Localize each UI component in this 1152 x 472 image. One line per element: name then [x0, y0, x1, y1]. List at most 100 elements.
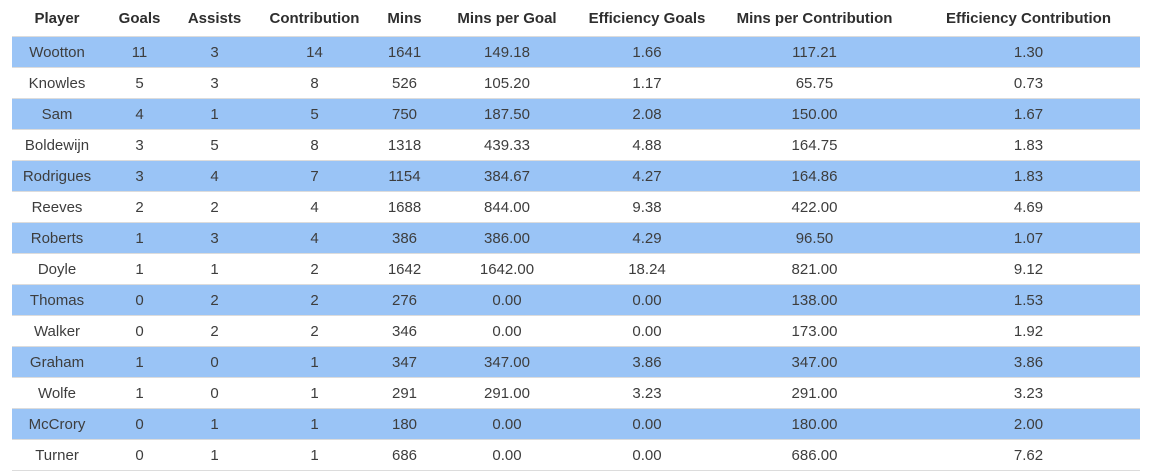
stat-cell: 187.50 — [432, 98, 582, 130]
player-name-cell: Boldewijn — [12, 129, 102, 161]
stat-cell: 7.62 — [917, 439, 1140, 471]
stat-cell: 0.00 — [432, 439, 582, 471]
stat-cell: 1.07 — [917, 222, 1140, 254]
stat-cell: 0 — [102, 408, 177, 440]
stat-cell: 1318 — [377, 129, 432, 161]
stat-cell: 3.86 — [917, 346, 1140, 378]
stat-cell: 7 — [252, 160, 377, 192]
stat-cell: 750 — [377, 98, 432, 130]
stat-cell: 1 — [177, 98, 252, 130]
stat-cell: 9.38 — [582, 191, 712, 223]
stat-cell: 5 — [252, 98, 377, 130]
table-row-doyle[interactable]: Doyle 1 1 2 1642 1642.00 18.24 821.00 9.12 — [12, 253, 1140, 285]
table-row-wootton[interactable]: Wootton 11 3 14 1641 149.18 1.66 117.21 1.30 — [12, 36, 1140, 68]
stat-cell: 1 — [102, 346, 177, 378]
table-row-reeves[interactable]: Reeves 2 2 4 1688 844.00 9.38 422.00 4.69 — [12, 191, 1140, 223]
stat-cell: 2 — [177, 191, 252, 223]
stat-cell: 1 — [102, 377, 177, 409]
stat-cell: 439.33 — [432, 129, 582, 161]
stat-cell: 526 — [377, 67, 432, 99]
stat-cell: 386 — [377, 222, 432, 254]
column-header-goals[interactable]: Goals — [102, 0, 177, 37]
table-body: Wootton 11 3 14 1641 149.18 1.66 117.21 1.30 Know… — [12, 36, 1140, 471]
stat-cell: 3 — [102, 160, 177, 192]
stat-cell: 149.18 — [432, 36, 582, 68]
stat-cell: 4.88 — [582, 129, 712, 161]
table-row-roberts[interactable]: Roberts 1 3 4 386 386.00 4.29 96.50 1.07 — [12, 222, 1140, 254]
stat-cell: 276 — [377, 284, 432, 316]
table-row-boldewijn[interactable]: Boldewijn 3 5 8 1318 439.33 4.88 164.75 1.83 — [12, 129, 1140, 161]
stat-cell: 0 — [177, 346, 252, 378]
stat-cell: 2 — [177, 284, 252, 316]
stat-cell: 347 — [377, 346, 432, 378]
stat-cell: 384.67 — [432, 160, 582, 192]
stat-cell: 2.00 — [917, 408, 1140, 440]
table-row-knowles[interactable]: Knowles 5 3 8 526 105.20 1.17 65.75 0.73 — [12, 67, 1140, 99]
column-header-player[interactable]: Player — [12, 0, 102, 37]
stat-cell: 5 — [102, 67, 177, 99]
stat-cell: 150.00 — [712, 98, 917, 130]
stat-cell: 1 — [177, 439, 252, 471]
player-stats-table-container: Player Goals Assists Contribution Mins Mins p… — [12, 0, 1140, 471]
stat-cell: 686.00 — [712, 439, 917, 471]
stat-cell: 3 — [177, 36, 252, 68]
column-header-mins-per-contribution[interactable]: Mins per Contribution — [712, 0, 917, 37]
stat-cell: 821.00 — [712, 253, 917, 285]
column-header-efficiency-contribution[interactable]: Efficiency Contribution — [917, 0, 1140, 37]
stat-cell: 1 — [102, 222, 177, 254]
table-row-graham[interactable]: Graham 1 0 1 347 347.00 3.86 347.00 3.86 — [12, 346, 1140, 378]
table-row-wolfe[interactable]: Wolfe 1 0 1 291 291.00 3.23 291.00 3.23 — [12, 377, 1140, 409]
stat-cell: 347.00 — [712, 346, 917, 378]
stat-cell: 173.00 — [712, 315, 917, 347]
stat-cell: 1.30 — [917, 36, 1140, 68]
table-row-walker[interactable]: Walker 0 2 2 346 0.00 0.00 173.00 1.92 — [12, 315, 1140, 347]
stat-cell: 347.00 — [432, 346, 582, 378]
table-row-thomas[interactable]: Thomas 0 2 2 276 0.00 0.00 138.00 1.53 — [12, 284, 1140, 316]
stat-cell: 4.69 — [917, 191, 1140, 223]
stat-cell: 0 — [102, 284, 177, 316]
column-header-assists[interactable]: Assists — [177, 0, 252, 37]
stat-cell: 0.00 — [432, 315, 582, 347]
stat-cell: 2 — [252, 284, 377, 316]
stat-cell: 1642.00 — [432, 253, 582, 285]
stat-cell: 4 — [252, 191, 377, 223]
player-name-cell: Wolfe — [12, 377, 102, 409]
stat-cell: 0 — [102, 315, 177, 347]
stat-cell: 1.83 — [917, 160, 1140, 192]
stat-cell: 3.23 — [582, 377, 712, 409]
stat-cell: 0.00 — [432, 284, 582, 316]
stat-cell: 291.00 — [432, 377, 582, 409]
column-header-mins-per-goal[interactable]: Mins per Goal — [432, 0, 582, 37]
stat-cell: 3 — [177, 67, 252, 99]
column-header-efficiency-goals[interactable]: Efficiency Goals — [582, 0, 712, 37]
stat-cell: 1 — [177, 408, 252, 440]
stat-cell: 0.00 — [582, 284, 712, 316]
column-header-contribution[interactable]: Contribution — [252, 0, 377, 37]
stat-cell: 0.00 — [582, 408, 712, 440]
player-name-cell: Walker — [12, 315, 102, 347]
stat-cell: 0 — [177, 377, 252, 409]
player-name-cell: Rodrigues — [12, 160, 102, 192]
table-row-rodrigues[interactable]: Rodrigues 3 4 7 1154 384.67 4.27 164.86 1.83 — [12, 160, 1140, 192]
stat-cell: 4 — [102, 98, 177, 130]
table-row-mccrory[interactable]: McCrory 0 1 1 180 0.00 0.00 180.00 2.00 — [12, 408, 1140, 440]
stat-cell: 844.00 — [432, 191, 582, 223]
table-row-sam[interactable]: Sam 4 1 5 750 187.50 2.08 150.00 1.67 — [12, 98, 1140, 130]
stat-cell: 0 — [102, 439, 177, 471]
stat-cell: 5 — [177, 129, 252, 161]
stat-cell: 2 — [177, 315, 252, 347]
stat-cell: 1642 — [377, 253, 432, 285]
stat-cell: 4 — [252, 222, 377, 254]
stat-cell: 180.00 — [712, 408, 917, 440]
stat-cell: 1.67 — [917, 98, 1140, 130]
stat-cell: 0.00 — [432, 408, 582, 440]
stat-cell: 0.73 — [917, 67, 1140, 99]
table-row-turner[interactable]: Turner 0 1 1 686 0.00 0.00 686.00 7.62 — [12, 439, 1140, 471]
stat-cell: 1154 — [377, 160, 432, 192]
stat-cell: 4 — [177, 160, 252, 192]
stat-cell: 291.00 — [712, 377, 917, 409]
stat-cell: 422.00 — [712, 191, 917, 223]
stat-cell: 8 — [252, 129, 377, 161]
column-header-mins[interactable]: Mins — [377, 0, 432, 37]
stat-cell: 1 — [252, 439, 377, 471]
